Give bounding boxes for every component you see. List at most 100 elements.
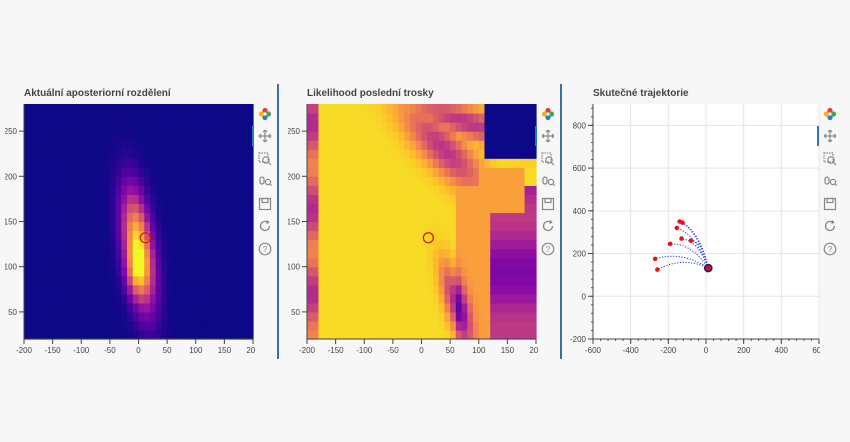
heatmap-cell	[530, 203, 537, 214]
heatmap-cell	[218, 167, 225, 177]
heatmap-cell	[98, 239, 105, 250]
heatmap-cell	[432, 185, 440, 195]
heatmap-cell	[415, 266, 423, 277]
save-tool[interactable]	[820, 194, 840, 214]
heatmap-cell	[341, 239, 348, 250]
heatmap-cell	[230, 194, 237, 205]
wheel-zoom-tool[interactable]	[538, 172, 558, 192]
heatmap-cell	[478, 203, 486, 214]
heatmap-cell	[155, 203, 162, 214]
heatmap-cell	[490, 212, 497, 223]
heatmap-cell	[207, 176, 214, 186]
zoom-tool[interactable]	[820, 149, 840, 169]
trajectory-endpoint[interactable]	[688, 238, 694, 244]
heatmap-cell	[46, 257, 54, 268]
y-tick-label: 600	[573, 164, 587, 173]
heatmap-cell	[352, 167, 360, 177]
trajectory-endpoint[interactable]	[674, 225, 680, 231]
pan-tool[interactable]	[255, 126, 275, 146]
heatmap-cell	[381, 194, 388, 205]
heatmap-cell	[121, 257, 128, 268]
trajectory-endpoint[interactable]	[680, 220, 685, 225]
heatmap-cell	[98, 248, 105, 259]
heatmap-cell	[92, 257, 100, 268]
heatmap-cell	[352, 158, 360, 168]
heatmap-cell	[501, 230, 508, 241]
heatmap-cell	[184, 212, 191, 223]
save-tool[interactable]	[538, 194, 558, 214]
heatmap-cell	[490, 131, 497, 141]
heatmap-cell	[364, 185, 371, 195]
trajectory-endpoint[interactable]	[655, 267, 660, 272]
wheel-zoom-tool[interactable]	[255, 172, 275, 192]
heatmap-cell	[387, 221, 394, 232]
bokeh-logo-tool[interactable]	[255, 104, 275, 124]
heatmap-cell	[218, 131, 225, 141]
heatmap-cell	[69, 239, 77, 250]
help-tool[interactable]: ?	[538, 239, 558, 259]
pan-tool[interactable]	[538, 126, 558, 146]
heatmap-cell	[98, 230, 105, 241]
zoom-tool[interactable]	[255, 149, 275, 169]
likelihood-heatmap[interactable]: -200-150-100-500501001502005010015020025…	[288, 84, 538, 359]
wheel-zoom-tool[interactable]	[820, 172, 840, 192]
heatmap-cell	[398, 329, 405, 340]
heatmap-cell	[324, 212, 331, 223]
heatmap-cell	[513, 158, 520, 168]
heatmap-cell	[167, 248, 174, 259]
heatmap-cell	[29, 275, 37, 286]
heatmap-cell	[41, 239, 48, 250]
heatmap-cell	[52, 257, 59, 268]
origin-point[interactable]	[703, 263, 713, 273]
heatmap-cell	[64, 149, 71, 159]
zoom-tool[interactable]	[538, 149, 558, 169]
reset-tool[interactable]	[538, 216, 558, 236]
help-tool[interactable]: ?	[255, 239, 275, 259]
heatmap-cell	[329, 140, 337, 150]
heatmap-cell	[467, 266, 474, 277]
heatmap-cell	[167, 320, 174, 331]
heatmap-cell	[138, 203, 145, 214]
heatmap-cell	[224, 320, 231, 331]
heatmap-cell	[184, 329, 191, 340]
heatmap-cell	[241, 302, 248, 313]
trajectory-endpoint[interactable]	[667, 241, 673, 247]
heatmap-cell	[329, 158, 337, 168]
heatmap-cell	[86, 113, 94, 123]
heatmap-cell	[432, 248, 440, 259]
heatmap-cell	[155, 185, 162, 195]
heatmap-cell	[92, 311, 100, 322]
posterior-heatmap[interactable]: -200-150-100-500501001502005010015020025…	[5, 84, 255, 359]
heatmap-cell	[172, 293, 180, 304]
heatmap-cell	[369, 311, 377, 322]
heatmap-cell	[490, 185, 497, 195]
heatmap-cell	[450, 257, 457, 268]
heatmap-cell	[109, 167, 117, 177]
help-tool[interactable]: ?	[820, 239, 840, 259]
heatmap-cell	[230, 266, 237, 277]
reset-tool[interactable]	[820, 216, 840, 236]
heatmap-cell	[212, 329, 220, 340]
heatmap-cell	[92, 329, 100, 340]
bokeh-logo-tool[interactable]	[820, 104, 840, 124]
heatmap-cell	[149, 140, 157, 150]
heatmap-cell	[432, 131, 440, 141]
save-tool[interactable]	[255, 194, 275, 214]
heatmap-cell	[524, 167, 531, 177]
heatmap-cell	[432, 266, 440, 277]
pan-tool[interactable]	[820, 126, 840, 146]
reset-tool[interactable]	[255, 216, 275, 236]
heatmap-cell	[432, 230, 440, 241]
heatmap-cell	[518, 293, 526, 304]
heatmap-cell	[144, 203, 151, 214]
bokeh-logo-tool[interactable]	[538, 104, 558, 124]
heatmap-cell	[467, 329, 474, 340]
heatmap-cell	[247, 176, 254, 186]
heatmap-cell	[478, 293, 486, 304]
wheel-zoom-icon	[541, 175, 555, 189]
trajectory-endpoint[interactable]	[679, 236, 684, 241]
heatmap-cell	[329, 257, 337, 268]
trajectory-endpoint[interactable]	[652, 256, 658, 262]
heatmap-cell	[375, 122, 383, 132]
